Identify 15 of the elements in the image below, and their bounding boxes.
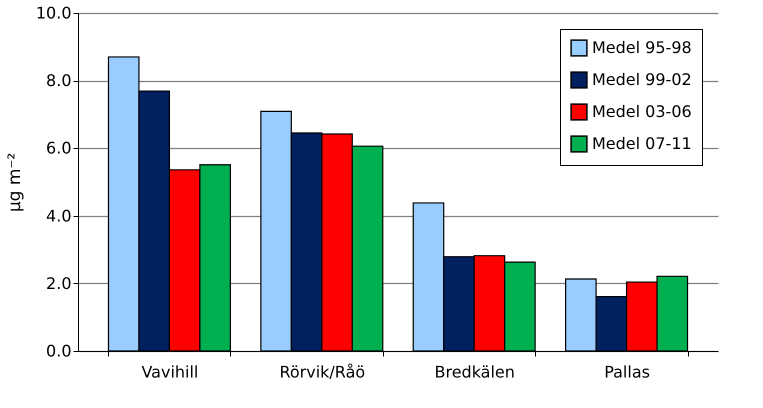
- legend-label: Medel 95-98: [592, 38, 692, 57]
- x-tick-label: Rörvik/Råö: [279, 362, 366, 382]
- x-tick-label: Bredkälen: [434, 362, 515, 382]
- x-tick-label: Pallas: [604, 362, 650, 382]
- legend-label: Medel 99-02: [592, 70, 692, 89]
- legend-label: Medel 03-06: [592, 102, 692, 121]
- y-tick-label: 8.0: [46, 71, 72, 90]
- y-tick-label: 10.0: [36, 4, 72, 22]
- y-tick-label: 6.0: [46, 138, 72, 158]
- y-tick-label: 0.0: [46, 342, 72, 360]
- legend-label: Medel 07-11: [592, 134, 692, 153]
- y-tick-label: 4.0: [46, 206, 72, 226]
- y-tick-label: 2.0: [46, 274, 72, 293]
- x-tick-label: Vavihill: [141, 362, 198, 382]
- y-axis-title: µg m⁻²: [4, 152, 25, 212]
